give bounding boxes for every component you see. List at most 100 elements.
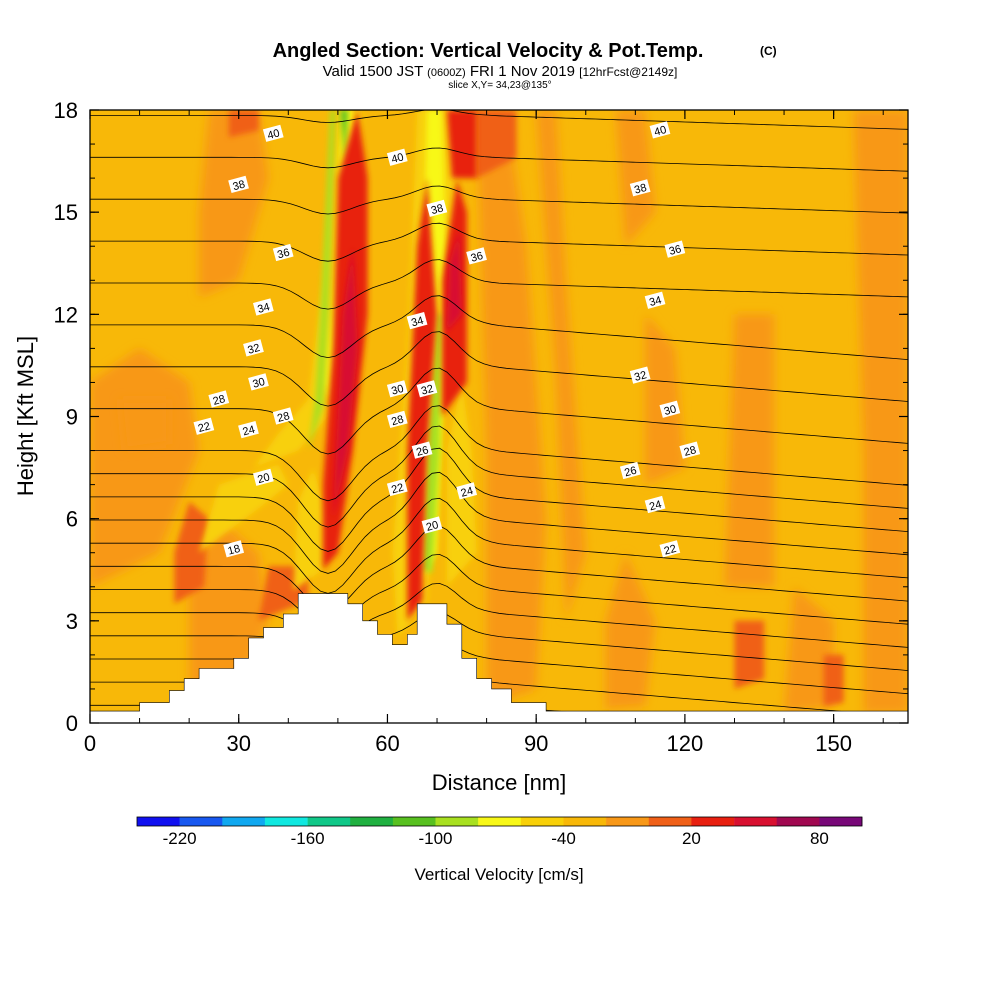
contour-label-text: 28 xyxy=(276,410,291,425)
velocity-region xyxy=(536,110,586,621)
x-tick-label: 90 xyxy=(524,731,548,756)
velocity-region xyxy=(228,110,259,138)
contour-label-text: 22 xyxy=(390,482,405,497)
colorbar-swatch xyxy=(478,817,522,826)
contour-label: 22 xyxy=(659,540,681,558)
contour-label-text: 18 xyxy=(227,543,242,558)
colorbar-swatch xyxy=(307,817,351,826)
contour-label-box xyxy=(406,312,428,330)
x-axis: 0 30 60 90 120 150 xyxy=(84,110,884,756)
velocity-region xyxy=(476,110,517,179)
contour-label-box xyxy=(466,247,487,265)
isentrope xyxy=(90,331,908,407)
terrain xyxy=(90,593,908,723)
contour-label-text: 38 xyxy=(633,182,648,197)
colorbar-swatch xyxy=(350,817,394,826)
subtitle-date: FRI 1 Nov 2019 xyxy=(470,63,575,80)
velocity-region xyxy=(615,110,656,247)
isentrope xyxy=(90,295,908,360)
contour-label: 22 xyxy=(386,478,408,497)
isentrope xyxy=(90,612,908,671)
subtitle-valid: Valid 1500 JST xyxy=(323,63,423,80)
contour-label-box xyxy=(386,380,408,398)
x-axis-label: Distance [nm] xyxy=(432,770,567,795)
colorbar-swatch xyxy=(264,817,308,826)
velocity-region xyxy=(422,314,442,574)
isentrope xyxy=(90,553,908,630)
contour-label: 20 xyxy=(421,516,443,534)
contour-label-text: 22 xyxy=(663,543,678,558)
contour-label-text: 30 xyxy=(251,376,266,391)
contour-label-text: 32 xyxy=(633,369,648,384)
contour-label: 30 xyxy=(659,400,681,418)
velocity-region xyxy=(199,464,289,553)
contour-label-box xyxy=(679,441,701,459)
contour-label-text: 26 xyxy=(415,444,430,459)
contour-label: 34 xyxy=(644,291,666,309)
contour-labels: 40 40 40 38 38 38 36 36 36 34 34 34 32 32 32 30 30 30 28 28… xyxy=(193,121,701,558)
colorbar-swatch xyxy=(435,817,479,826)
isentrope xyxy=(90,640,908,695)
velocity-region xyxy=(605,552,656,710)
velocity-region xyxy=(340,110,348,162)
colorbar-swatch xyxy=(563,817,607,826)
velocity-region xyxy=(645,314,685,485)
contour-label-text: 34 xyxy=(410,315,425,330)
plot-area: 40 40 40 38 38 38 36 36 36 34 34 34 32 32 32 30 30 30 28 28… xyxy=(90,110,908,723)
colorbar-label: Vertical Velocity [cm/s] xyxy=(414,865,583,884)
colorbar-frame xyxy=(136,816,863,827)
contour-label-box xyxy=(228,175,249,194)
colorbar-swatch xyxy=(137,817,180,826)
contour-label-box xyxy=(243,339,264,357)
contour-label-text: 24 xyxy=(241,424,256,439)
contour-label: 34 xyxy=(252,298,274,316)
contour-label: 32 xyxy=(629,366,651,384)
x-tick-label: 30 xyxy=(226,731,250,756)
velocity-region xyxy=(446,382,477,587)
contour-label-text: 20 xyxy=(425,519,440,534)
contour-label-text: 24 xyxy=(460,485,475,500)
isentrope xyxy=(90,259,908,310)
contour-label-box xyxy=(193,417,215,435)
y-tick-label: 0 xyxy=(66,711,78,736)
contour-label-box xyxy=(416,380,438,398)
colorbar-tick-label: -100 xyxy=(418,829,452,848)
isentrope xyxy=(90,497,908,594)
velocity-region xyxy=(476,110,547,706)
velocity-region xyxy=(199,110,269,298)
colorbar-swatch xyxy=(520,817,564,826)
contour-label: 18 xyxy=(223,540,245,558)
velocity-region xyxy=(174,501,209,604)
contour-label-box xyxy=(426,199,448,217)
velocity-region xyxy=(823,654,844,706)
isentrope xyxy=(90,147,908,172)
colorbar-tick-label: 80 xyxy=(810,829,829,848)
y-tick-label: 9 xyxy=(66,405,78,430)
contour-label-text: 28 xyxy=(212,393,227,408)
contour-label-box xyxy=(664,240,686,258)
contour-label: 36 xyxy=(272,243,294,261)
isentrope xyxy=(90,405,908,502)
contour-label: 38 xyxy=(629,179,651,197)
contour-label-text: 28 xyxy=(390,413,405,428)
contour-label-box xyxy=(272,407,294,425)
colorbar-swatch xyxy=(648,817,692,826)
velocity-region xyxy=(90,348,200,587)
velocity-region xyxy=(253,110,363,468)
contour-label-box xyxy=(248,373,269,391)
isentrope xyxy=(90,110,908,130)
isentrope xyxy=(90,425,908,528)
colorbar-tick-label: -220 xyxy=(163,829,197,848)
contour-label-text: 40 xyxy=(266,127,281,142)
y-tick-label: 15 xyxy=(54,200,78,225)
velocity-region xyxy=(119,399,170,451)
isentrope xyxy=(90,222,908,262)
contour-label: 28 xyxy=(272,407,294,425)
velocity-region xyxy=(332,246,358,519)
contour-label: 40 xyxy=(649,121,671,139)
contour-label-text: 32 xyxy=(420,383,435,398)
velocity-region xyxy=(724,314,775,587)
contour-label-text: 36 xyxy=(469,250,484,265)
velocity-region xyxy=(853,110,908,713)
